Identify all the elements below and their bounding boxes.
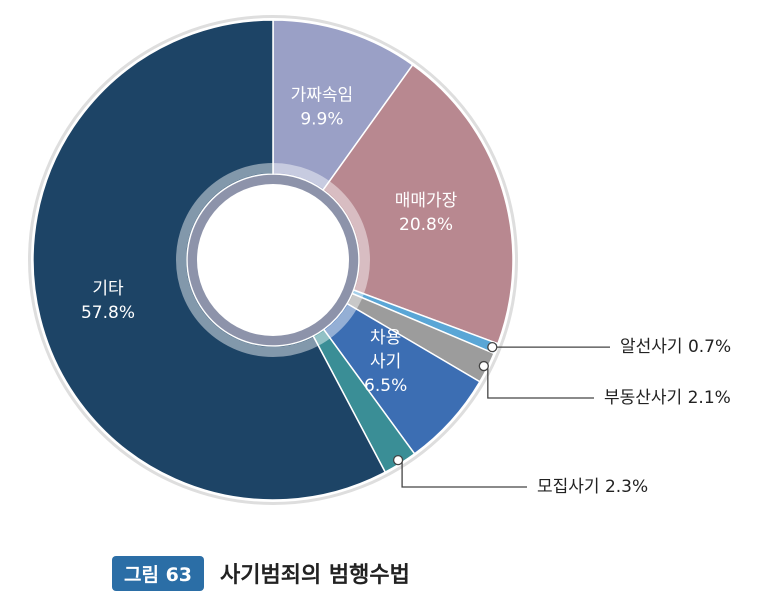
callout-label-4: 부동산사기 2.1% — [604, 388, 731, 408]
slice-label-7: 기타 57.8% — [81, 279, 135, 323]
slice-2 — [322, 63, 514, 345]
figure-number-badge: 그림 63 — [112, 555, 205, 591]
figure-caption: 그림 63 사기범죄의 범행수법 — [112, 555, 410, 591]
slice-label-5: 차용 사기 6.5% — [364, 328, 407, 396]
slice-1 — [272, 19, 414, 192]
callout-dot-3 — [487, 341, 498, 353]
slice-7 — [32, 19, 387, 501]
callout-line-6 — [397, 459, 527, 488]
callout-dot-6 — [392, 454, 404, 466]
figure-title: 사기범죄의 범행수법 — [220, 563, 410, 588]
donut-chart: 가짜속임 9.9% 매매가장 20.8% 차용 사기 6.5% 기타 57.8% 알선사기 0.7… — [28, 15, 731, 505]
callout-dot-4 — [478, 360, 489, 372]
callout-line-4 — [483, 365, 594, 399]
slice-label-1: 가짜속임 9.9% — [291, 86, 354, 130]
inner-band — [176, 163, 370, 357]
callout-label-6: 모집사기 2.3% — [537, 477, 648, 497]
slice-label-2: 매매가장 20.8% — [395, 191, 458, 235]
callout-label-3: 알선사기 0.7% — [620, 337, 731, 357]
outer-ring — [28, 15, 518, 505]
donut-hole — [197, 184, 349, 336]
